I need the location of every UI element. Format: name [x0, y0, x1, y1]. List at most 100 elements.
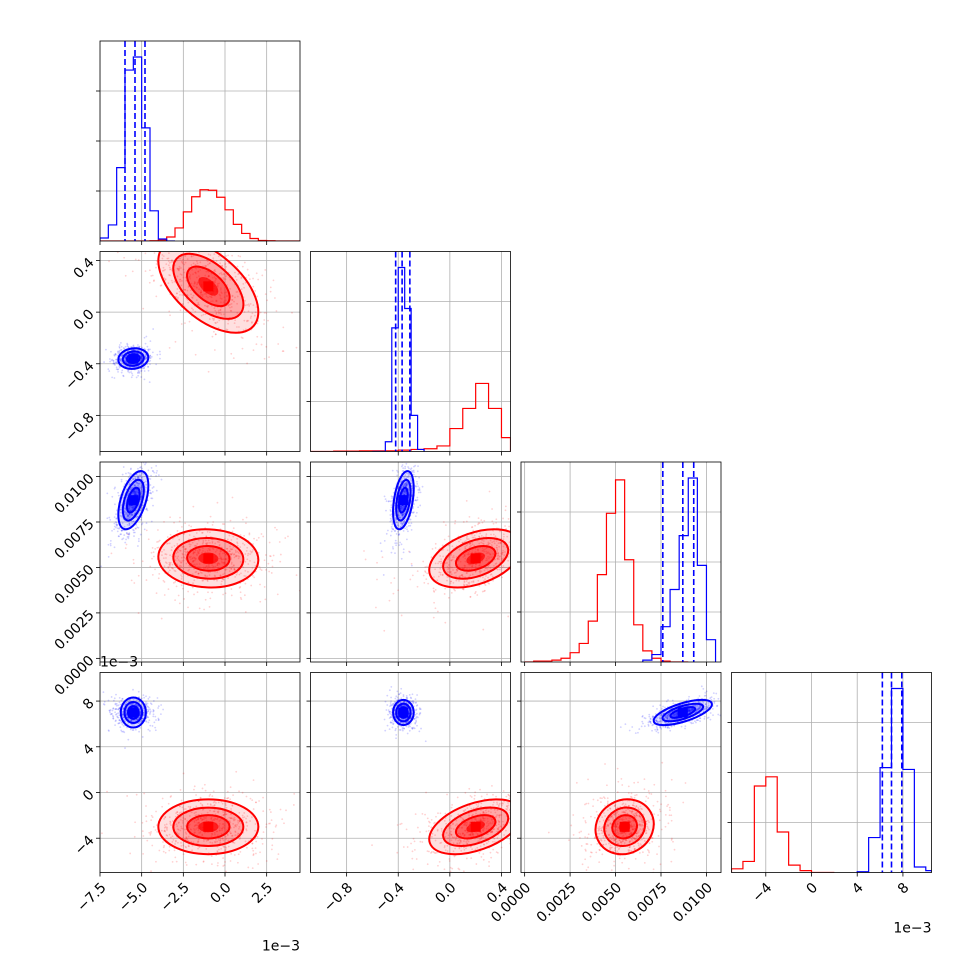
scatter-point	[137, 482, 139, 485]
scatter-point	[187, 301, 190, 304]
scatter-point	[183, 548, 186, 551]
scatter-point	[212, 249, 214, 251]
scatter-point	[417, 506, 420, 509]
scatter-point	[210, 300, 212, 303]
scatter-point	[423, 581, 426, 584]
scatter-point	[120, 699, 123, 702]
scatter-point	[133, 491, 135, 493]
scatter-point	[114, 521, 117, 523]
scatter-point	[147, 708, 150, 711]
scatter-point	[394, 519, 397, 522]
scatter-point	[120, 515, 123, 518]
scatter-point	[116, 362, 119, 365]
scatter-point	[114, 713, 117, 716]
scatter-point	[195, 272, 197, 275]
scatter-point	[223, 561, 225, 564]
scatter-point	[221, 578, 224, 580]
scatter-point	[508, 541, 511, 544]
scatter-point	[155, 860, 157, 863]
scatter-point	[137, 259, 140, 261]
scatter-point	[186, 551, 189, 553]
scatter-point	[194, 814, 197, 817]
scatter-point	[184, 838, 187, 841]
scatter-point	[132, 345, 135, 348]
scatter-point	[461, 567, 464, 570]
scatter-point	[225, 870, 227, 873]
scatter-point	[117, 494, 120, 497]
scatter-point	[188, 276, 191, 278]
scatter-point	[501, 559, 504, 562]
scatter-point	[237, 557, 240, 560]
scatter-point	[185, 837, 188, 840]
scatter-point	[197, 572, 200, 575]
scatter-point	[390, 530, 393, 533]
scatter-point	[221, 273, 223, 276]
scatter-point	[462, 588, 465, 591]
scatter-point	[170, 261, 173, 263]
scatter-point	[218, 545, 221, 547]
scatter-point	[164, 825, 167, 828]
scatter-point	[447, 535, 450, 538]
scatter-point	[492, 522, 495, 525]
scatter-point	[157, 719, 160, 722]
scatter-point	[222, 301, 225, 304]
scatter-point	[237, 551, 240, 554]
scatter-point	[201, 787, 204, 790]
scatter-point	[427, 582, 430, 585]
scatter-point	[403, 490, 406, 492]
scatter-point	[255, 801, 257, 804]
scatter-point	[135, 523, 138, 526]
scatter-point	[466, 553, 469, 556]
scatter-point	[440, 562, 442, 565]
scatter-point	[194, 549, 197, 552]
scatter-point	[230, 352, 233, 355]
scatter-point	[149, 357, 152, 360]
scatter-point	[206, 565, 208, 568]
scatter-point	[254, 823, 257, 825]
scatter-point	[256, 295, 259, 298]
scatter-point	[486, 559, 488, 561]
scatter-point	[211, 795, 214, 797]
scatter-point	[236, 542, 239, 545]
scatter-point	[238, 790, 240, 793]
density-contour	[157, 798, 260, 856]
scatter-point	[121, 353, 124, 356]
density-contour	[172, 252, 245, 320]
scatter-point	[460, 574, 463, 577]
scatter-point	[236, 265, 239, 268]
scatter-point	[193, 788, 195, 791]
scatter-point	[212, 566, 215, 569]
scatter-point	[184, 522, 187, 525]
scatter-point	[228, 566, 231, 569]
histogram-panel	[100, 41, 300, 241]
scatter-point	[202, 816, 205, 818]
scatter-point	[135, 698, 138, 701]
scatter-point	[128, 513, 131, 516]
scatter-point	[216, 579, 218, 582]
scatter-point	[250, 551, 253, 554]
scatter-point	[487, 542, 490, 545]
scatter-point	[278, 541, 281, 543]
density-contour	[186, 814, 231, 840]
scatter-point	[260, 569, 263, 572]
scatter-point	[203, 293, 206, 295]
scatter-point	[234, 818, 236, 821]
scatter-point	[233, 300, 235, 303]
scatter-point	[216, 286, 219, 288]
scatter-point	[167, 264, 170, 267]
scatter-point	[220, 837, 222, 840]
scatter-point	[126, 536, 129, 538]
scatter-point	[385, 532, 388, 535]
scatter-point	[119, 358, 121, 361]
scatter-point	[179, 516, 181, 519]
scatter-point	[246, 554, 249, 557]
scatter-point	[454, 519, 457, 522]
scatter-point	[405, 484, 408, 486]
scatter-point	[233, 568, 236, 571]
scatter-point	[202, 818, 204, 821]
density-peak	[203, 553, 214, 564]
scatter-point	[131, 512, 133, 515]
scatter-point	[389, 500, 392, 503]
scatter-point	[161, 554, 163, 556]
scatter-point	[504, 525, 506, 527]
